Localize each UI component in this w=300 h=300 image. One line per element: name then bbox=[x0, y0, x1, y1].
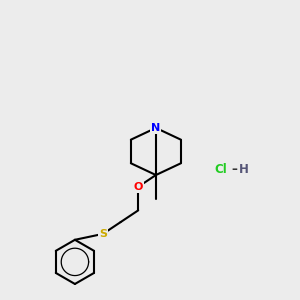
Text: H: H bbox=[239, 163, 249, 176]
Text: Cl: Cl bbox=[214, 163, 227, 176]
Text: O: O bbox=[134, 182, 143, 192]
Text: –: – bbox=[231, 163, 237, 176]
Text: N: N bbox=[151, 123, 160, 133]
Text: S: S bbox=[99, 229, 107, 239]
